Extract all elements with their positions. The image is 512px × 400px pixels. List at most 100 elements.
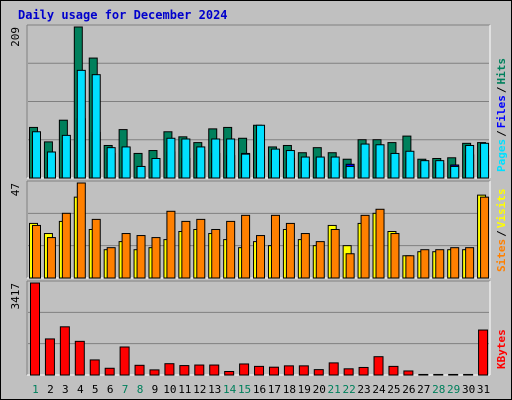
bar-sites-day-29: [450, 247, 460, 279]
bar-sites-day-2-fill: [46, 237, 56, 279]
bar-kbytes-day-22-fill: [343, 368, 354, 376]
bar-pages-day-1: [32, 131, 41, 179]
traffic-legend: KBytes: [495, 329, 508, 369]
bar-kbytes-day-30-fill: [463, 373, 474, 376]
bar-pages-day-23-fill: [360, 143, 370, 179]
bar-pages-day-13-fill: [211, 138, 221, 179]
visitors-ymax-label: 47: [9, 183, 22, 196]
x-tick-label-day-1: 1: [32, 383, 39, 396]
bar-pages-day-11-fill: [181, 138, 191, 179]
bar-kbytes-day-12: [194, 364, 205, 376]
bar-sites-day-8: [136, 235, 146, 279]
bar-pages-day-6-fill: [106, 147, 116, 179]
x-tick-label-day-27: 27: [417, 383, 430, 396]
bar-pages-day-23: [360, 143, 370, 179]
bar-kbytes-day-8: [134, 364, 145, 376]
bar-sites-day-7: [121, 233, 131, 279]
bar-kbytes-day-24-fill: [373, 356, 384, 376]
bar-pages-day-1-fill: [32, 131, 41, 179]
bar-sites-day-29-fill: [450, 247, 460, 279]
bar-kbytes-day-12-fill: [194, 364, 205, 376]
bar-kbytes-day-21-fill: [328, 362, 339, 376]
bar-pages-day-14-fill: [226, 138, 236, 179]
x-tick-label-day-16: 16: [253, 383, 266, 396]
bar-kbytes-day-28-fill: [433, 373, 444, 376]
bar-pages-day-15: [241, 153, 251, 179]
bar-pages-day-13: [211, 138, 221, 179]
traffic-plot-area: [27, 281, 490, 375]
bar-sites-day-12: [196, 218, 206, 279]
x-tick-label-day-31: 31: [477, 383, 490, 396]
bar-kbytes-day-20: [313, 369, 324, 376]
bar-kbytes-day-13: [209, 364, 220, 376]
x-tick-label-day-7: 7: [122, 383, 129, 396]
requests-ymax-label: 209: [9, 27, 22, 47]
bar-sites-day-11: [181, 220, 191, 279]
bar-pages-day-7-fill: [121, 146, 131, 179]
bar-kbytes-day-10-fill: [164, 363, 175, 376]
bar-kbytes-day-16: [254, 365, 265, 376]
bar-kbytes-day-17: [268, 366, 279, 376]
bar-pages-day-20: [315, 156, 325, 179]
bar-sites-day-9-fill: [151, 237, 161, 279]
bar-kbytes-day-16-fill: [254, 365, 265, 376]
bar-sites-day-19: [300, 233, 310, 279]
bar-pages-day-25-fill: [390, 152, 400, 179]
bar-pages-day-3-fill: [61, 134, 71, 179]
bar-kbytes-day-1: [30, 282, 40, 376]
x-tick-label-day-13: 13: [208, 383, 221, 396]
bar-kbytes-day-28: [433, 373, 444, 376]
bar-sites-day-10: [166, 210, 176, 279]
bar-kbytes-day-29-fill: [448, 373, 459, 376]
bar-pages-day-18-fill: [285, 150, 295, 179]
bar-kbytes-day-26-fill: [403, 370, 414, 376]
bar-pages-day-12: [196, 146, 206, 179]
bar-pages-day-22: [345, 165, 355, 179]
bar-pages-day-2: [46, 151, 56, 179]
bar-pages-day-28: [435, 160, 445, 179]
bar-sites-day-4: [76, 182, 86, 279]
bar-kbytes-day-26: [403, 370, 414, 376]
x-tick-label-day-8: 8: [137, 383, 144, 396]
bar-sites-day-1-fill: [32, 224, 41, 279]
bar-kbytes-day-18-fill: [283, 365, 294, 376]
bar-kbytes-day-6: [104, 367, 115, 376]
bar-pages-day-9-fill: [151, 157, 161, 179]
bar-sites-day-27-fill: [420, 249, 430, 279]
bar-sites-day-15-fill: [241, 214, 251, 279]
bar-sites-day-23-fill: [360, 214, 370, 279]
bar-pages-day-12-fill: [196, 146, 206, 179]
bar-pages-day-26: [405, 150, 415, 179]
bar-sites-day-12-fill: [196, 218, 206, 279]
x-tick-label-day-4: 4: [77, 383, 84, 396]
bar-pages-day-28-fill: [435, 160, 445, 179]
bar-sites-day-6: [106, 247, 116, 279]
bar-sites-day-5: [91, 218, 101, 279]
requests-legend: Pages/Files/Hits: [495, 58, 508, 172]
bar-sites-day-4-fill: [76, 182, 86, 279]
bar-sites-day-18: [285, 222, 295, 279]
x-tick-label-day-9: 9: [152, 383, 159, 396]
x-tick-label-day-14: 14: [223, 383, 237, 396]
x-tick-label-day-15: 15: [238, 383, 251, 396]
bar-kbytes-day-15-fill: [239, 363, 250, 376]
bar-sites-day-16-fill: [256, 235, 266, 279]
bar-kbytes-day-27-fill: [418, 373, 429, 376]
bar-sites-day-17: [270, 214, 280, 279]
bar-pages-day-29: [450, 165, 460, 179]
bar-kbytes-day-9-fill: [149, 369, 160, 376]
bar-kbytes-day-14-fill: [224, 370, 235, 376]
page-title: Daily usage for December 2024: [18, 8, 228, 22]
bar-pages-day-10: [166, 137, 176, 179]
bar-kbytes-day-18: [283, 365, 294, 376]
x-tick-label-day-24: 24: [372, 383, 386, 396]
bar-pages-day-5-fill: [91, 74, 101, 179]
bar-sites-day-6-fill: [106, 247, 116, 279]
bar-kbytes-day-31: [478, 329, 489, 376]
bar-sites-day-24: [375, 208, 385, 279]
bar-sites-day-26: [405, 255, 415, 279]
bar-kbytes-day-25-fill: [388, 365, 399, 376]
bar-sites-day-31: [480, 196, 490, 279]
bar-kbytes-day-22: [343, 368, 354, 376]
bar-pages-day-26-fill: [405, 150, 415, 179]
